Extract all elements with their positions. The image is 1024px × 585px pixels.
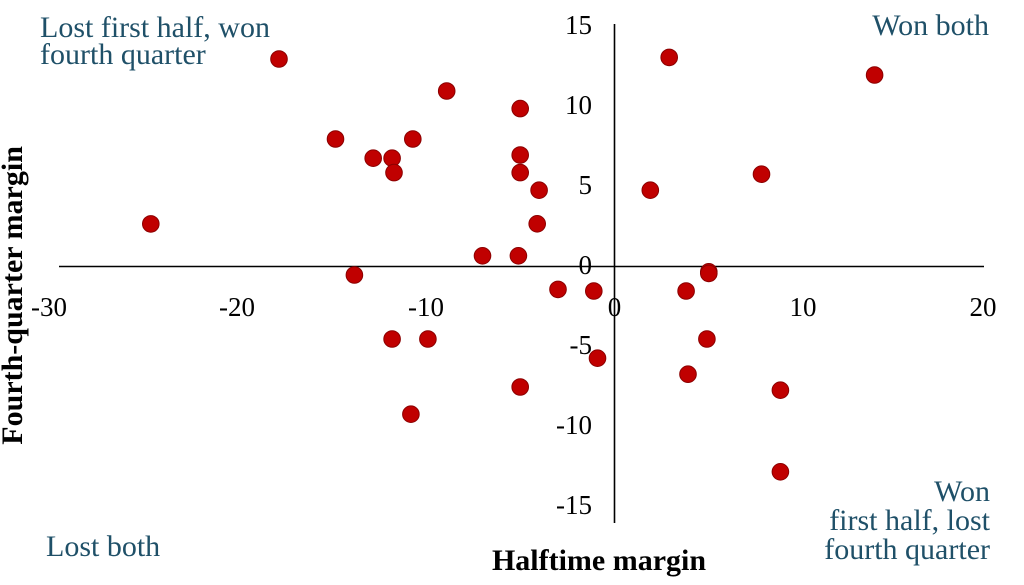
svg-text:5: 5: [579, 170, 593, 200]
svg-text:Lost both: Lost both: [46, 530, 160, 563]
svg-text:0: 0: [608, 292, 622, 322]
svg-text:10: 10: [790, 292, 817, 322]
svg-text:fourth quarter: fourth quarter: [40, 38, 206, 71]
svg-text:-15: -15: [556, 490, 592, 520]
svg-text:-5: -5: [570, 330, 593, 360]
svg-text:Won both: Won both: [872, 9, 989, 42]
svg-text:20: 20: [970, 292, 997, 322]
svg-text:-20: -20: [219, 292, 255, 322]
svg-text:10: 10: [565, 90, 592, 120]
svg-text:0: 0: [579, 250, 593, 280]
svg-text:Halftime margin: Halftime margin: [492, 544, 706, 577]
svg-text:Fourth-quarter margin: Fourth-quarter margin: [0, 146, 29, 445]
svg-text:-10: -10: [408, 292, 444, 322]
svg-text:-30: -30: [31, 292, 67, 322]
svg-text:15: 15: [565, 10, 592, 40]
svg-text:-10: -10: [556, 410, 592, 440]
svg-text:fourth quarter: fourth quarter: [824, 533, 990, 566]
